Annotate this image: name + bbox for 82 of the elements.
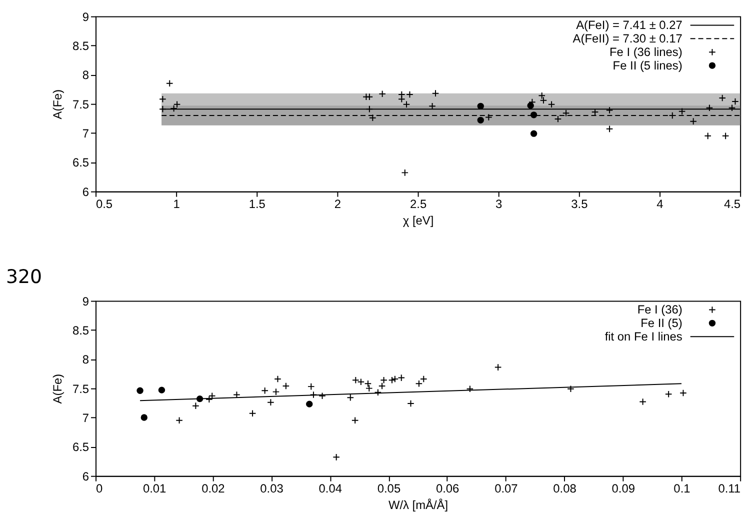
x-tick-label: 0.1 bbox=[674, 481, 691, 496]
point bbox=[158, 386, 166, 394]
point bbox=[272, 388, 280, 396]
point bbox=[466, 385, 474, 393]
x-tick-label: 0.01 bbox=[142, 481, 167, 496]
x-tick-label: 3 bbox=[496, 196, 503, 211]
point bbox=[351, 416, 359, 424]
point bbox=[267, 398, 274, 406]
x-tick-label: 1.5 bbox=[248, 196, 266, 211]
y-tick-label: 6.5 bbox=[72, 440, 90, 454]
point bbox=[306, 400, 313, 408]
legend-label: A(FeI) = 7.41 ± 0.27 bbox=[576, 18, 683, 32]
point bbox=[310, 391, 318, 398]
legend-label: A(FeII) = 7.30 ± 0.17 bbox=[572, 32, 683, 46]
point bbox=[680, 389, 687, 397]
point bbox=[380, 376, 388, 384]
legend-label: Fe II (5 lines) bbox=[612, 58, 682, 73]
point bbox=[567, 385, 574, 393]
point bbox=[639, 398, 646, 406]
y-tick-label: 8.5 bbox=[72, 323, 90, 338]
point bbox=[388, 376, 396, 384]
point bbox=[374, 388, 382, 396]
x-tick-label: 0.02 bbox=[202, 481, 226, 496]
point bbox=[136, 387, 144, 394]
y-tick-label: 8 bbox=[82, 68, 90, 82]
x-tick-label: 0.03 bbox=[260, 481, 284, 496]
point bbox=[318, 392, 326, 400]
y-tick-label: 7.5 bbox=[72, 382, 90, 396]
y-axis-title: A(Fe) bbox=[50, 89, 64, 120]
point bbox=[346, 394, 354, 402]
x-tick-label: 0.05 bbox=[377, 481, 401, 496]
x-tick-label: 0.09 bbox=[612, 481, 636, 496]
point bbox=[378, 382, 386, 390]
point bbox=[208, 392, 216, 400]
text: 320 bbox=[6, 266, 42, 288]
x-tick-label: 0.07 bbox=[494, 481, 518, 496]
x-tick-label: 4.5 bbox=[724, 196, 741, 211]
point bbox=[206, 396, 213, 404]
y-tick-label: 6 bbox=[82, 184, 90, 199]
x-tick-label: 0 bbox=[96, 481, 103, 496]
x-axis-title: χ [eV] bbox=[402, 214, 434, 228]
point bbox=[282, 382, 290, 390]
y-tick-label: 7 bbox=[82, 410, 90, 425]
y-tick-label: 7 bbox=[82, 126, 90, 140]
point bbox=[176, 416, 183, 424]
point bbox=[664, 390, 672, 398]
x-axis-title: W/λ [mÅ/Å] bbox=[388, 498, 448, 512]
legend-label: fit on Fe I lines bbox=[604, 330, 682, 344]
point bbox=[274, 375, 282, 383]
x-tick-label: 4 bbox=[656, 196, 664, 211]
point bbox=[261, 387, 268, 394]
point bbox=[407, 400, 414, 408]
y-tick-label: 8 bbox=[82, 352, 90, 367]
point bbox=[233, 391, 240, 398]
legend-label: Fe I (36) bbox=[637, 302, 682, 317]
x-tick-label: 2 bbox=[334, 196, 342, 211]
point bbox=[248, 410, 256, 418]
y-tick-label: 6 bbox=[82, 469, 90, 484]
y-tick-label: 6.5 bbox=[72, 156, 90, 170]
x-tick-label: 2.5 bbox=[410, 196, 427, 211]
legend-label: Fe I (36 lines) bbox=[609, 45, 682, 60]
x-tick-label: 0.04 bbox=[318, 481, 342, 496]
y-tick-label: 9 bbox=[82, 294, 90, 308]
y-tick-label: 8.5 bbox=[72, 38, 90, 53]
y-axis-title: A(Fe) bbox=[50, 374, 64, 404]
y-tick-label: 7.5 bbox=[72, 97, 90, 112]
x-tick-label: 0.06 bbox=[436, 481, 460, 496]
point bbox=[415, 380, 423, 388]
point bbox=[420, 375, 428, 383]
x-tick-label: 1 bbox=[173, 196, 180, 211]
point bbox=[332, 454, 340, 461]
point bbox=[140, 414, 148, 421]
point bbox=[398, 374, 406, 382]
point bbox=[192, 402, 200, 410]
x-tick-label: 0.11 bbox=[718, 481, 741, 496]
y-tick-label: 9 bbox=[82, 10, 90, 24]
point bbox=[494, 364, 502, 371]
x-tick-label: 0.08 bbox=[553, 481, 577, 496]
legend-label: Fe II (5) bbox=[640, 316, 682, 330]
x-tick-label: 3.5 bbox=[571, 196, 588, 211]
point bbox=[307, 382, 315, 390]
x-tick-label: 0.5 bbox=[96, 196, 113, 211]
